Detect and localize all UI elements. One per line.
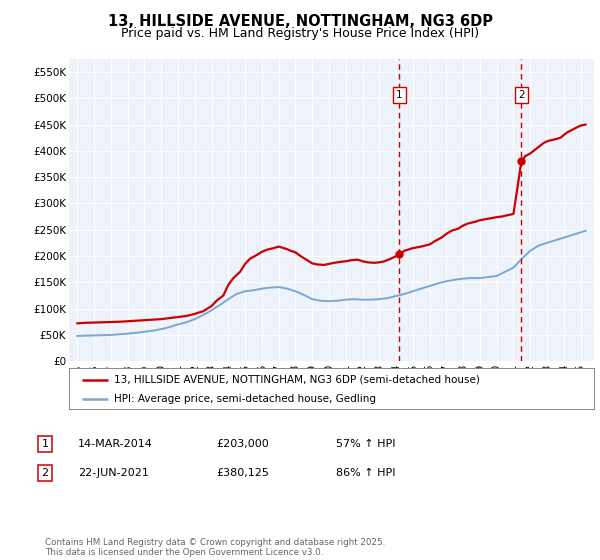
Text: 2: 2 [41,468,49,478]
Text: 1: 1 [41,439,49,449]
Text: £203,000: £203,000 [216,439,269,449]
Text: 22-JUN-2021: 22-JUN-2021 [78,468,149,478]
Text: Price paid vs. HM Land Registry's House Price Index (HPI): Price paid vs. HM Land Registry's House … [121,27,479,40]
Text: £380,125: £380,125 [216,468,269,478]
Text: 13, HILLSIDE AVENUE, NOTTINGHAM, NG3 6DP: 13, HILLSIDE AVENUE, NOTTINGHAM, NG3 6DP [107,14,493,29]
Text: 86% ↑ HPI: 86% ↑ HPI [336,468,395,478]
Text: 13, HILLSIDE AVENUE, NOTTINGHAM, NG3 6DP (semi-detached house): 13, HILLSIDE AVENUE, NOTTINGHAM, NG3 6DP… [113,375,479,385]
Text: Contains HM Land Registry data © Crown copyright and database right 2025.
This d: Contains HM Land Registry data © Crown c… [45,538,385,557]
Text: 1: 1 [396,90,403,100]
Text: 57% ↑ HPI: 57% ↑ HPI [336,439,395,449]
Text: 14-MAR-2014: 14-MAR-2014 [78,439,153,449]
Text: HPI: Average price, semi-detached house, Gedling: HPI: Average price, semi-detached house,… [113,394,376,404]
Text: 2: 2 [518,90,524,100]
